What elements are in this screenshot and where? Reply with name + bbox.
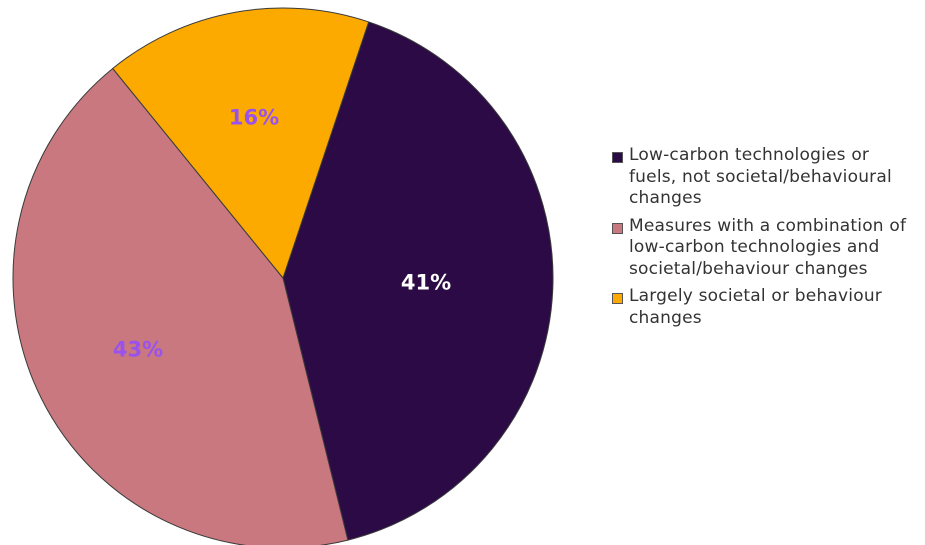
pie-slice-combination — [12, 67, 349, 545]
pie-slice-societal — [112, 7, 370, 280]
pie-slice-low-carbon — [282, 21, 554, 541]
pie-label-societal: 16% — [229, 106, 279, 130]
legend-item-low-carbon: Low-carbon technologies or fuels, not so… — [612, 145, 922, 210]
pie-label-low-carbon: 41% — [401, 271, 451, 295]
legend-label-low-carbon: Low-carbon technologies or fuels, not so… — [629, 145, 892, 208]
legend-swatch-low-carbon — [612, 152, 623, 163]
legend: Low-carbon technologies or fuels, not so… — [612, 145, 922, 335]
legend-swatch-societal — [612, 293, 623, 304]
legend-label-combination: Measures with a combination of low-carbo… — [629, 215, 907, 279]
legend-label-societal: Largely societal or behaviour changes — [629, 286, 882, 328]
legend-item-combination: Measures with a combination of low-carbo… — [612, 216, 922, 281]
legend-swatch-combination — [612, 222, 623, 234]
pie-chart: 41% 43% 16% — [12, 7, 554, 545]
pie-label-combination: 43% — [113, 337, 163, 361]
legend-item-societal: Largely societal or behaviour changes — [612, 286, 922, 329]
